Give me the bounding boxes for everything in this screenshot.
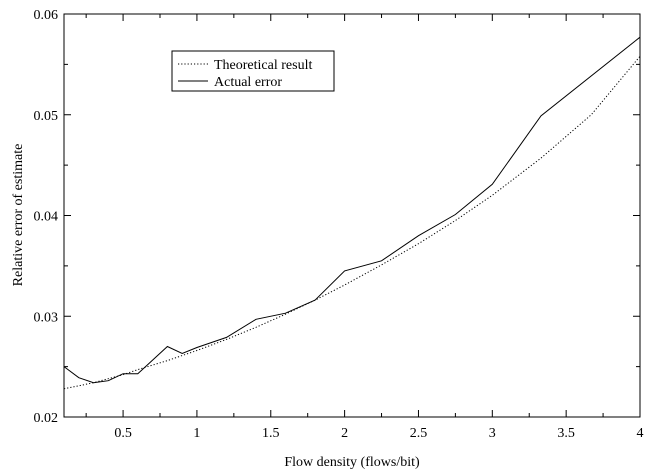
legend: Theoretical result Actual error — [171, 50, 335, 92]
y-tick-label: 0.04 — [34, 210, 59, 225]
legend-box — [171, 50, 335, 92]
series-line-theoretical — [63, 55, 641, 390]
series-layer — [63, 36, 641, 390]
series-line-actual — [63, 36, 641, 384]
x-tick-label: 2.5 — [410, 426, 428, 441]
x-tick-label: 1 — [193, 426, 200, 441]
axis-tick-labels: 0.5 1 1.5 2 2.5 3 3.5 4 0.02 0.03 0.04 0.05 0.06 — [34, 8, 644, 441]
x-tick-label: 2 — [341, 426, 348, 441]
x-tick-label: 3.5 — [557, 426, 575, 441]
x-tick-label: 3 — [489, 426, 496, 441]
y-tick-label: 0.06 — [34, 8, 59, 23]
y-tick-label: 0.05 — [34, 109, 59, 124]
y-axis-title: Relative error of estimate — [11, 144, 26, 287]
y-tick-label: 0.02 — [34, 411, 59, 426]
axis-ticks — [64, 13, 641, 418]
plot-frame — [63, 13, 641, 418]
x-tick-label: 4 — [637, 426, 644, 441]
y-tick-label: 0.03 — [34, 310, 59, 325]
legend-label-theoretical: Theoretical result — [214, 58, 312, 73]
x-tick-label: 0.5 — [114, 426, 132, 441]
legend-label-actual: Actual error — [214, 75, 282, 90]
x-tick-label: 1.5 — [262, 426, 280, 441]
x-axis-title: Flow density (flows/bit) — [284, 455, 420, 470]
